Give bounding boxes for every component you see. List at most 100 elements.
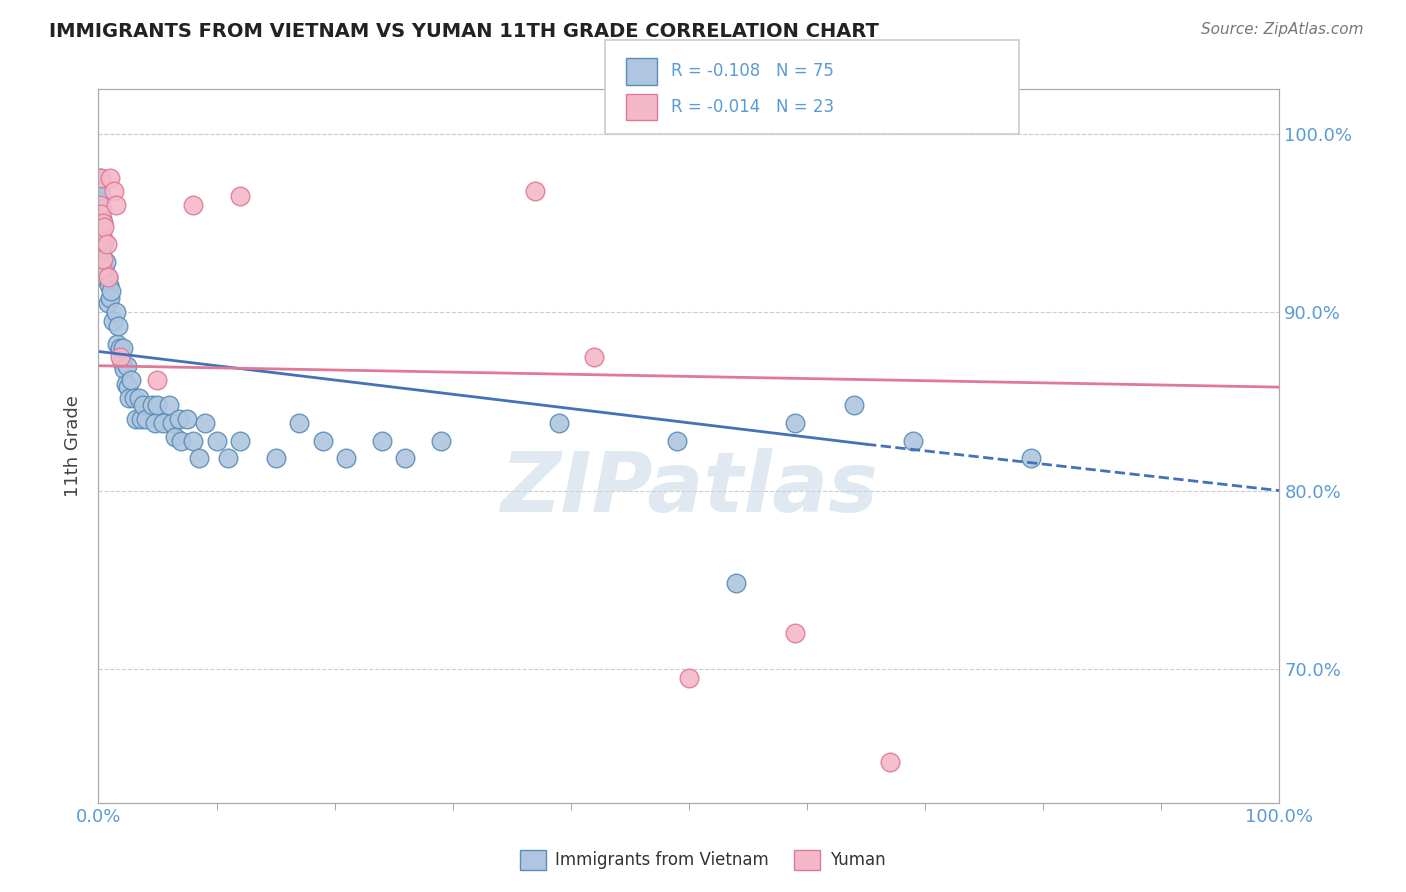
Point [89, 202, 111, 216]
Point [91, 248, 114, 262]
Point [115, 359, 138, 373]
Point [89, 194, 111, 209]
Point [108, 350, 131, 364]
Point [90, 202, 112, 216]
Text: IMMIGRANTS FROM VIETNAM VS YUMAN 11TH GRADE CORRELATION CHART: IMMIGRANTS FROM VIETNAM VS YUMAN 11TH GR… [49, 22, 879, 41]
Point [90, 225, 112, 239]
Point [103, 184, 125, 198]
Point [1021, 451, 1043, 466]
Point [176, 412, 198, 426]
Point [194, 416, 217, 430]
Point [90, 207, 112, 221]
Point [114, 376, 136, 391]
Point [91, 216, 114, 230]
Point [229, 189, 252, 203]
Point [89, 171, 111, 186]
Point [122, 391, 145, 405]
Point [125, 412, 148, 426]
Point [167, 412, 190, 426]
Point [91, 225, 114, 239]
Point [93, 219, 115, 234]
Point [157, 398, 180, 412]
Point [97, 296, 120, 310]
Point [844, 398, 866, 412]
Point [93, 234, 115, 248]
Point [288, 416, 311, 430]
Point [205, 434, 228, 448]
Text: Immigrants from Vietnam: Immigrants from Vietnam [555, 851, 769, 869]
Point [394, 451, 416, 466]
Point [90, 189, 112, 203]
Point [91, 237, 114, 252]
Point [100, 284, 122, 298]
Point [91, 216, 114, 230]
Text: R = -0.108   N = 75: R = -0.108 N = 75 [671, 62, 834, 80]
Point [879, 755, 901, 769]
Point [91, 202, 114, 216]
Point [524, 184, 547, 198]
Point [678, 671, 700, 685]
Point [91, 252, 114, 266]
Point [90, 216, 112, 230]
Point [105, 305, 128, 319]
Point [94, 255, 117, 269]
Point [89, 212, 111, 227]
Point [181, 434, 204, 448]
Point [160, 416, 183, 430]
Point [181, 198, 204, 212]
Point [89, 198, 111, 212]
Point [312, 434, 335, 448]
Point [903, 434, 925, 448]
Point [217, 451, 239, 466]
Point [101, 314, 124, 328]
Text: Source: ZipAtlas.com: Source: ZipAtlas.com [1201, 22, 1364, 37]
Point [91, 260, 114, 275]
Point [121, 373, 143, 387]
Point [90, 171, 112, 186]
Point [91, 269, 114, 284]
Point [165, 430, 187, 444]
Point [98, 171, 121, 186]
Point [785, 416, 807, 430]
Point [141, 398, 163, 412]
Text: R = -0.014   N = 23: R = -0.014 N = 23 [671, 98, 834, 116]
Point [128, 391, 150, 405]
Point [430, 434, 453, 448]
Point [96, 237, 118, 252]
Point [785, 626, 807, 640]
Point [371, 434, 394, 448]
Y-axis label: 11th Grade: 11th Grade [65, 395, 83, 497]
Point [112, 341, 135, 355]
Point [111, 355, 134, 369]
Point [91, 212, 114, 227]
Point [98, 278, 121, 293]
Point [97, 269, 120, 284]
Text: Yuman: Yuman [830, 851, 886, 869]
Point [91, 234, 114, 248]
Point [548, 416, 571, 430]
Point [583, 350, 606, 364]
Point [112, 362, 135, 376]
Point [108, 341, 131, 355]
Point [135, 412, 157, 426]
Point [90, 234, 112, 248]
Point [117, 380, 139, 394]
Point [105, 198, 128, 212]
Point [146, 398, 169, 412]
Point [666, 434, 689, 448]
Point [89, 234, 111, 248]
Point [187, 451, 209, 466]
Point [143, 416, 166, 430]
Point [105, 337, 128, 351]
Point [170, 434, 193, 448]
Point [146, 373, 169, 387]
Point [97, 269, 120, 284]
Point [107, 319, 129, 334]
Point [725, 576, 748, 591]
Point [335, 451, 357, 466]
Point [264, 451, 287, 466]
Point [96, 273, 118, 287]
Point [132, 398, 155, 412]
Point [89, 184, 111, 198]
Text: ZIPatlas: ZIPatlas [501, 449, 877, 529]
